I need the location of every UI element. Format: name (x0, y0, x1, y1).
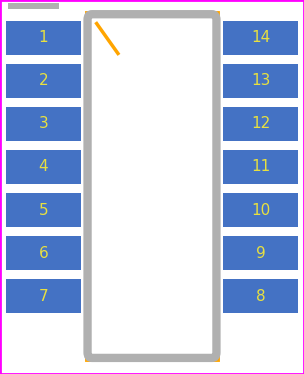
Bar (223, 279, 298, 313)
Bar (223, 107, 298, 141)
Text: 8: 8 (256, 288, 265, 304)
Bar (223, 150, 298, 184)
Text: 3: 3 (38, 116, 48, 132)
Text: 13: 13 (251, 73, 270, 89)
Bar (6, 107, 81, 141)
Bar (6, 279, 81, 313)
Bar (223, 64, 298, 98)
Bar (6, 64, 81, 98)
Bar (8, 3, 59, 9)
Bar (6, 21, 81, 55)
Text: 4: 4 (39, 159, 48, 175)
Text: 10: 10 (251, 202, 270, 218)
Text: 1: 1 (39, 30, 48, 46)
Text: 14: 14 (251, 30, 270, 46)
Bar (6, 193, 81, 227)
Bar (6, 236, 81, 270)
Text: 5: 5 (39, 202, 48, 218)
Text: 12: 12 (251, 116, 270, 132)
Bar (6, 150, 81, 184)
FancyBboxPatch shape (88, 14, 216, 358)
Text: 2: 2 (39, 73, 48, 89)
Bar (223, 236, 298, 270)
Text: 9: 9 (256, 245, 266, 261)
Bar (223, 193, 298, 227)
Text: 11: 11 (251, 159, 270, 175)
Text: 6: 6 (38, 245, 48, 261)
Text: 7: 7 (39, 288, 48, 304)
Bar (223, 21, 298, 55)
